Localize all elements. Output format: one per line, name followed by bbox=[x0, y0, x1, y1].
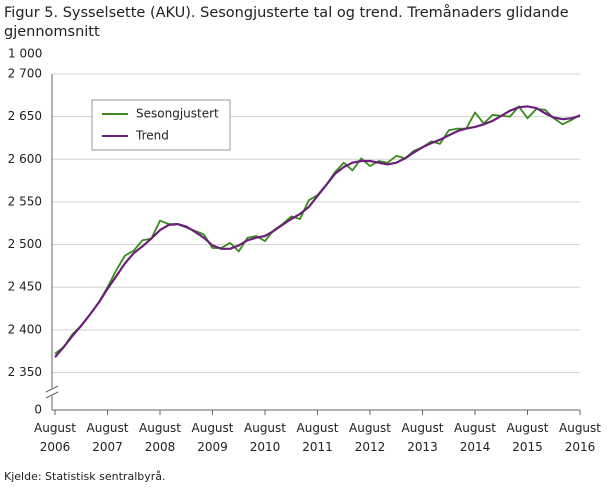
y-tick-label: 2 500 bbox=[8, 237, 42, 251]
axis-break bbox=[45, 391, 59, 399]
x-tick-label: August 2006 bbox=[34, 421, 76, 454]
y-tick-label: 2 600 bbox=[8, 152, 42, 166]
axis-break bbox=[45, 385, 59, 393]
y-tick-label: 2 450 bbox=[8, 280, 42, 294]
y-tick-label: 2 350 bbox=[8, 365, 42, 379]
legend-label: Sesongjustert bbox=[136, 107, 219, 121]
x-tick-label: August 2010 bbox=[244, 421, 286, 454]
source: Kjelde: Statistisk sentralbyrå. bbox=[4, 470, 166, 483]
x-tick-label: August 2009 bbox=[192, 421, 234, 454]
y-tick-label: 2 400 bbox=[8, 322, 42, 336]
y-tick-label: 0 bbox=[34, 403, 42, 417]
x-tick-label: August 2016 bbox=[559, 421, 601, 454]
legend-label: Trend bbox=[135, 129, 169, 143]
legend-box bbox=[91, 99, 231, 151]
y-tick-label: 2 650 bbox=[8, 109, 42, 123]
x-tick-label: August 2011 bbox=[297, 421, 339, 454]
x-tick-label: August 2015 bbox=[507, 421, 549, 454]
y-tick-label: 2 700 bbox=[8, 67, 42, 81]
x-tick-label: August 2013 bbox=[402, 421, 444, 454]
chart-title: Figur 5. Sysselsette (AKU). Sesongjuster… bbox=[4, 4, 569, 40]
x-tick-label: August 2008 bbox=[139, 421, 181, 454]
y-tick-label: 2 550 bbox=[8, 194, 42, 208]
series-line bbox=[54, 105, 581, 358]
x-tick-label: August 2014 bbox=[454, 421, 496, 454]
x-tick-label: August 2007 bbox=[87, 421, 129, 454]
y-unit: 1 000 bbox=[8, 47, 42, 61]
axis-break-gap bbox=[46, 388, 58, 396]
x-tick-label: August 2012 bbox=[349, 421, 391, 454]
